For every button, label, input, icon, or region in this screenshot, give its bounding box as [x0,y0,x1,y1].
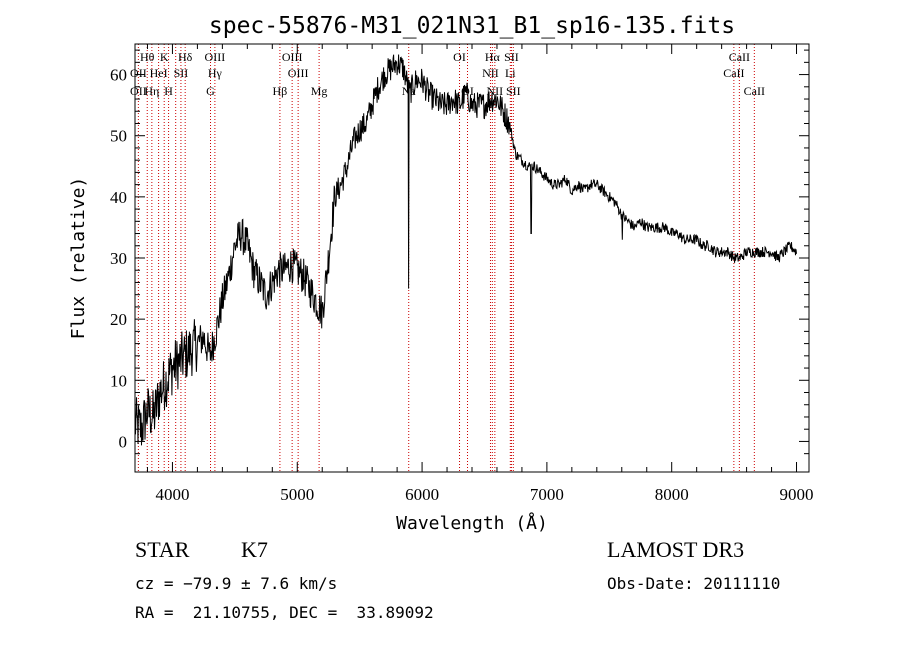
x-tick-label: 9000 [780,485,814,504]
y-tick-label: 10 [110,371,127,390]
line-marker-label: SII [174,66,189,80]
line-marker-label: CaII [744,84,765,98]
object-subclass: K7 [241,537,268,562]
y-tick-label: 20 [110,310,127,329]
line-marker-label: Hβ [273,84,288,98]
line-marker-label: Hη [144,84,159,98]
y-axis-label: Flux (relative) [68,177,89,340]
line-marker-label: OIII [205,50,226,64]
x-tick-label: 8000 [655,485,689,504]
survey-name: LAMOST DR3 [607,537,745,562]
line-marker-label: SII [506,84,521,98]
line-marker-label: OII [130,84,147,98]
object-class: STAR [135,537,190,562]
x-axis-ticks: 4000 5000 6000 7000 8000 9000 [146,44,814,504]
line-marker-label: NII [487,84,504,98]
line-marker-label: K [160,50,169,64]
spectrum-line [134,54,797,446]
line-marker-label: CaII [729,50,750,64]
line-marker-label: Mg [311,84,328,98]
line-marker-label: NII [482,66,499,80]
line-marker-label: OII [130,66,147,80]
y-tick-label: 60 [110,66,127,85]
line-marker-label: OIII [288,66,309,80]
y-tick-label: 40 [110,188,127,207]
redshift-info: cz = −79.9 ± 7.6 km/s [135,574,338,593]
x-tick-label: 4000 [155,485,189,504]
line-marker-label: Li [505,66,516,80]
line-marker-label: Hδ [178,50,193,64]
line-marker-label: OIII [282,50,303,64]
coordinates: RA = 21.10755, DEC = 33.89092 [135,603,434,622]
observation-date: Obs-Date: 20111110 [607,574,781,593]
y-tick-label: 30 [110,249,127,268]
line-marker-label: HeI [150,66,168,80]
line-marker-label: Hα [485,50,501,64]
line-marker-label: SII [504,50,519,64]
line-marker-label: OI [453,50,466,64]
x-tick-label: 6000 [405,485,439,504]
x-tick-label: 7000 [530,485,564,504]
line-marker-label: H [164,84,173,98]
line-marker-label: Hθ [140,50,155,64]
line-marker-label: Hγ [208,66,223,80]
x-axis-label: Wavelength (Å) [396,512,548,534]
y-axis-ticks: 0 10 20 30 40 50 60 [110,49,809,455]
y-tick-label: 50 [110,127,127,146]
x-tick-label: 5000 [280,485,314,504]
chart-title: spec-55876-M31_021N31_B1_sp16-135.fits [209,13,735,39]
line-marker-label: G [206,84,215,98]
y-tick-label: 0 [119,432,128,451]
line-marker-label: CaII [723,66,744,80]
